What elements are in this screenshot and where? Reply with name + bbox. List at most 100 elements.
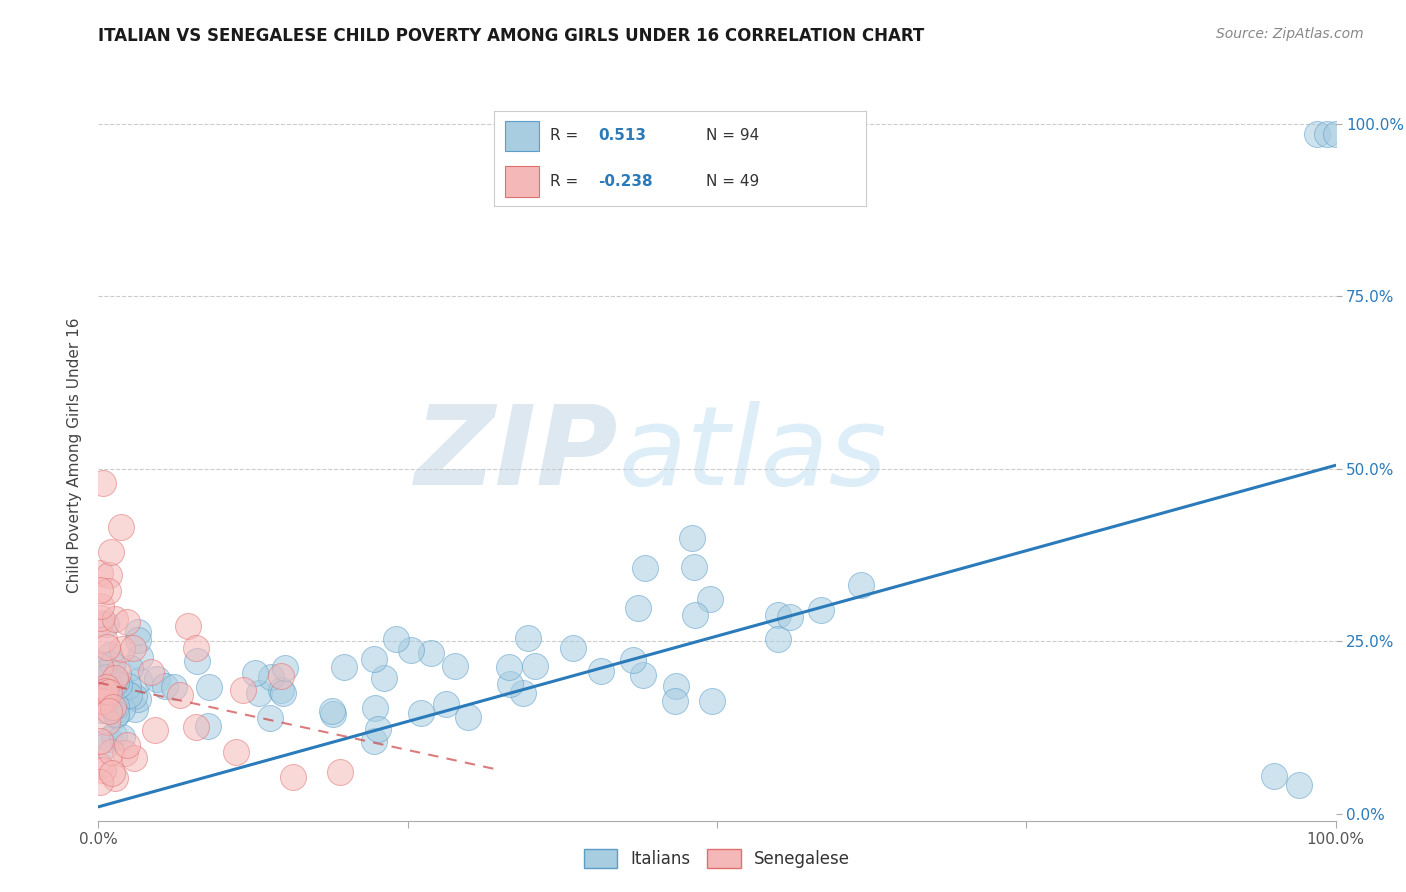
Text: 0.513: 0.513 bbox=[599, 128, 647, 144]
Point bbox=[436, 698, 458, 712]
Point bbox=[373, 672, 395, 686]
Point bbox=[699, 591, 721, 606]
Point bbox=[768, 632, 790, 647]
Point bbox=[523, 658, 546, 673]
Point bbox=[665, 680, 688, 694]
Point bbox=[103, 728, 125, 742]
Point bbox=[98, 567, 121, 582]
Point bbox=[259, 711, 281, 725]
Point bbox=[499, 676, 522, 690]
Point bbox=[96, 670, 118, 684]
Text: N = 94: N = 94 bbox=[706, 128, 759, 144]
Point bbox=[184, 641, 207, 656]
Point bbox=[89, 733, 111, 747]
Point bbox=[128, 650, 150, 665]
Point bbox=[681, 531, 703, 545]
Point bbox=[363, 734, 385, 748]
Point bbox=[232, 682, 254, 697]
Text: -0.238: -0.238 bbox=[599, 174, 652, 189]
Point bbox=[419, 646, 441, 660]
Point bbox=[100, 648, 122, 663]
Point bbox=[683, 607, 706, 622]
Point bbox=[97, 583, 120, 598]
Point bbox=[91, 694, 114, 708]
Point bbox=[97, 731, 120, 746]
Point bbox=[176, 618, 198, 632]
Y-axis label: Child Poverty Among Girls Under 16: Child Poverty Among Girls Under 16 bbox=[67, 318, 83, 592]
Point bbox=[97, 704, 120, 718]
Point bbox=[634, 561, 657, 575]
Point bbox=[197, 719, 219, 733]
Point bbox=[1316, 127, 1339, 141]
Point bbox=[89, 674, 111, 689]
Point bbox=[623, 653, 645, 667]
Point bbox=[115, 615, 138, 629]
Point bbox=[104, 612, 127, 626]
Point bbox=[122, 751, 145, 765]
Point bbox=[443, 658, 465, 673]
Text: ZIP: ZIP bbox=[415, 401, 619, 508]
Point bbox=[127, 632, 149, 647]
Point bbox=[589, 664, 612, 678]
Point bbox=[118, 661, 141, 675]
Point bbox=[104, 672, 127, 686]
Point bbox=[260, 670, 283, 684]
Point bbox=[273, 686, 295, 700]
Point bbox=[93, 764, 115, 778]
FancyBboxPatch shape bbox=[506, 120, 538, 151]
Point bbox=[108, 678, 131, 692]
Point bbox=[364, 701, 387, 715]
Point bbox=[384, 632, 406, 647]
Point bbox=[121, 641, 143, 656]
Point bbox=[409, 706, 432, 720]
Point bbox=[89, 695, 111, 709]
Point bbox=[118, 688, 141, 702]
Point bbox=[114, 746, 136, 760]
Point bbox=[768, 607, 790, 622]
Point bbox=[89, 583, 111, 598]
Point bbox=[127, 692, 149, 706]
Point bbox=[457, 709, 479, 723]
Point bbox=[89, 659, 111, 673]
Point bbox=[517, 631, 540, 645]
Point bbox=[141, 665, 163, 679]
Point bbox=[779, 610, 801, 624]
Point bbox=[104, 674, 127, 689]
Point bbox=[128, 673, 150, 688]
Point bbox=[186, 654, 208, 668]
Point bbox=[1324, 127, 1347, 141]
Point bbox=[498, 660, 520, 674]
Point bbox=[321, 706, 343, 721]
Point bbox=[104, 706, 127, 721]
Point bbox=[93, 739, 115, 753]
Point bbox=[93, 692, 115, 706]
Point bbox=[561, 641, 583, 656]
Point bbox=[111, 730, 134, 744]
Point bbox=[93, 666, 115, 681]
Text: atlas: atlas bbox=[619, 401, 887, 508]
Point bbox=[89, 616, 111, 631]
Point bbox=[111, 702, 134, 716]
Point bbox=[94, 683, 117, 698]
Point bbox=[100, 544, 122, 558]
Point bbox=[117, 679, 139, 693]
Point bbox=[98, 684, 121, 698]
FancyBboxPatch shape bbox=[506, 166, 538, 197]
Point bbox=[198, 680, 221, 694]
Point bbox=[155, 679, 177, 693]
Point bbox=[184, 720, 207, 734]
Point bbox=[329, 765, 352, 780]
Point bbox=[93, 632, 115, 646]
Legend: Italians, Senegalese: Italians, Senegalese bbox=[578, 842, 856, 874]
Point bbox=[367, 722, 389, 736]
Point bbox=[105, 708, 128, 723]
Point bbox=[90, 599, 112, 614]
Point bbox=[101, 657, 124, 672]
Point bbox=[100, 682, 122, 697]
Point bbox=[89, 775, 111, 789]
Point bbox=[122, 689, 145, 703]
Point bbox=[104, 772, 127, 786]
Point bbox=[274, 661, 297, 675]
Point bbox=[243, 665, 266, 680]
Text: Source: ZipAtlas.com: Source: ZipAtlas.com bbox=[1216, 27, 1364, 41]
